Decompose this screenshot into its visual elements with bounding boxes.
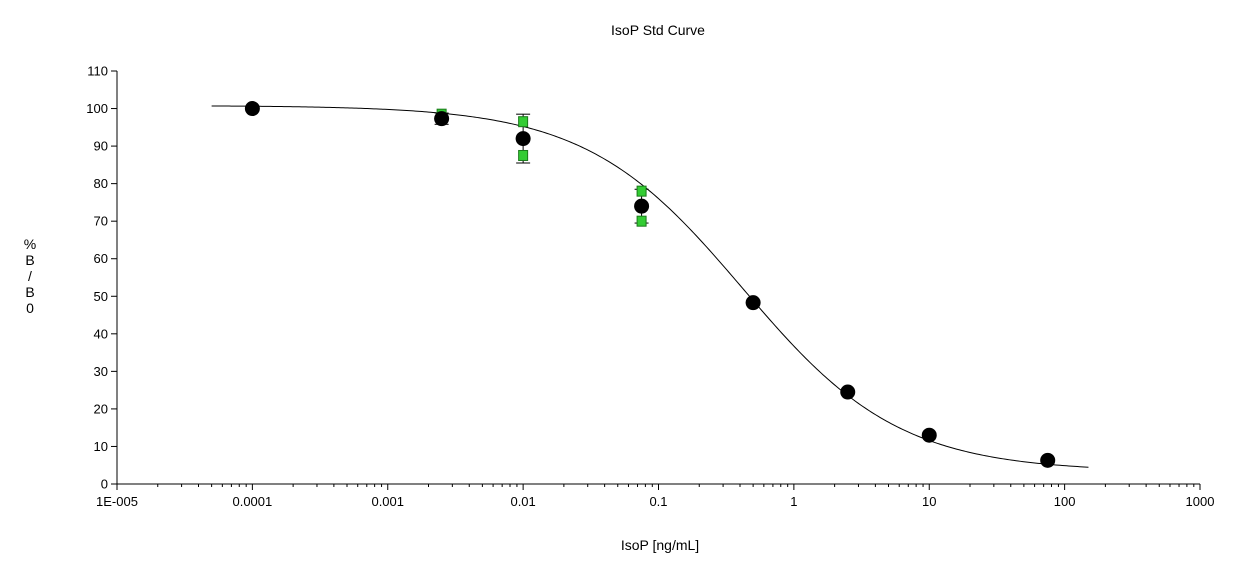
replicate-point bbox=[518, 149, 529, 161]
x-tick-label: 1E-005 bbox=[96, 494, 138, 509]
y-tick-label: 80 bbox=[94, 176, 108, 191]
data-point bbox=[634, 198, 650, 214]
y-axis-label-char: % bbox=[23, 236, 37, 252]
x-axis-label: IsoP [ng/mL] bbox=[620, 537, 700, 553]
data-point bbox=[1040, 452, 1056, 468]
x-tick-label: 100 bbox=[1054, 494, 1076, 509]
data-point bbox=[840, 384, 856, 400]
y-tick-label: 40 bbox=[94, 326, 108, 341]
y-axis-label-char: / bbox=[28, 268, 32, 284]
data-point bbox=[434, 111, 450, 127]
data-point bbox=[244, 101, 260, 117]
y-tick-label: 50 bbox=[94, 289, 108, 304]
y-tick-label: 30 bbox=[94, 364, 108, 379]
replicate-point bbox=[636, 215, 647, 227]
y-tick-label: 100 bbox=[86, 101, 108, 116]
y-axis-label-char: B bbox=[25, 284, 35, 300]
x-tick-label: 0.01 bbox=[510, 494, 535, 509]
x-tick-label: 0.1 bbox=[649, 494, 667, 509]
replicate-point bbox=[518, 116, 529, 128]
y-tick-label: 20 bbox=[94, 401, 108, 416]
x-tick-label: 1 bbox=[790, 494, 797, 509]
x-tick-label: 1000 bbox=[1186, 494, 1215, 509]
y-tick-label: 110 bbox=[87, 64, 108, 79]
x-tick-label: 10 bbox=[922, 494, 936, 509]
y-axis-label: % B / B 0 bbox=[18, 236, 42, 316]
y-tick-label: 90 bbox=[94, 139, 108, 154]
data-point bbox=[745, 295, 761, 311]
replicate-point bbox=[636, 185, 647, 197]
y-tick-label: 60 bbox=[94, 251, 108, 266]
data-point bbox=[921, 427, 937, 443]
y-axis-label-char: % B / B 0 bbox=[18, 236, 42, 316]
data-point bbox=[515, 131, 531, 147]
y-tick-label: 0 bbox=[101, 477, 108, 492]
y-axis-label-char: 0 bbox=[26, 300, 34, 316]
chart-title: IsoP Std Curve bbox=[611, 22, 705, 38]
x-tick-label: 0.001 bbox=[371, 494, 404, 509]
fit-curve bbox=[211, 105, 1089, 468]
y-tick-label: 70 bbox=[94, 214, 108, 229]
x-tick-label: 0.0001 bbox=[232, 494, 272, 509]
y-axis-label-char: B bbox=[25, 252, 35, 268]
y-tick-label: 10 bbox=[94, 439, 108, 454]
